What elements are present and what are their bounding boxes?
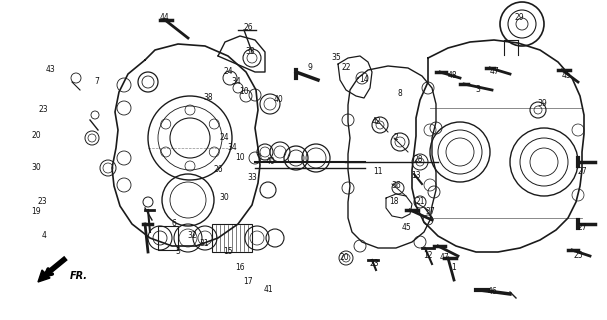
Text: 23: 23 — [37, 197, 47, 206]
Text: 45: 45 — [401, 223, 411, 233]
Text: 27: 27 — [577, 223, 587, 233]
Text: 5: 5 — [175, 247, 180, 257]
Text: 10: 10 — [239, 87, 249, 97]
Text: 4: 4 — [41, 231, 47, 241]
Text: 47: 47 — [439, 253, 449, 262]
Text: 36: 36 — [391, 181, 401, 190]
Text: 16: 16 — [235, 263, 245, 273]
Text: 30: 30 — [31, 164, 41, 172]
Text: 38: 38 — [203, 93, 213, 102]
Text: 28: 28 — [413, 156, 422, 164]
Text: 29: 29 — [514, 13, 524, 22]
Text: 48: 48 — [447, 71, 457, 81]
Text: 18: 18 — [389, 197, 399, 206]
Text: 19: 19 — [31, 207, 41, 217]
Text: 34: 34 — [231, 77, 241, 86]
Text: 23: 23 — [38, 106, 48, 115]
Text: 3: 3 — [475, 85, 480, 94]
Text: 40: 40 — [273, 95, 283, 105]
Text: 22: 22 — [341, 63, 351, 73]
Text: 40: 40 — [265, 157, 275, 166]
Text: 21: 21 — [415, 197, 425, 206]
Text: 47: 47 — [489, 68, 499, 76]
Text: 20: 20 — [339, 253, 349, 262]
Text: 33: 33 — [245, 47, 255, 57]
Text: 26: 26 — [243, 23, 253, 33]
Text: 30: 30 — [219, 194, 229, 203]
Bar — [158, 226, 178, 250]
Text: 8: 8 — [398, 90, 402, 99]
Polygon shape — [38, 270, 50, 282]
Text: 23: 23 — [369, 260, 379, 268]
Text: 42: 42 — [371, 117, 381, 126]
Text: 32: 32 — [187, 231, 197, 241]
Bar — [212, 224, 252, 252]
Text: 12: 12 — [423, 252, 433, 260]
Text: 25: 25 — [573, 252, 583, 260]
Text: 2: 2 — [393, 133, 398, 142]
Text: 37: 37 — [425, 207, 435, 217]
Text: 27: 27 — [577, 167, 587, 177]
Text: 6: 6 — [172, 220, 177, 228]
Text: 15: 15 — [223, 247, 233, 257]
Text: 33: 33 — [247, 173, 257, 182]
Text: 39: 39 — [537, 100, 547, 108]
Text: 14: 14 — [359, 76, 369, 84]
Text: 43: 43 — [45, 66, 55, 75]
Text: 24: 24 — [223, 68, 233, 76]
Text: 24: 24 — [219, 133, 229, 142]
Text: 1: 1 — [452, 263, 456, 273]
Text: 44: 44 — [160, 13, 170, 22]
Text: 41: 41 — [263, 285, 273, 294]
Text: 10: 10 — [235, 154, 245, 163]
Text: 35: 35 — [331, 53, 341, 62]
Text: 45: 45 — [562, 71, 572, 81]
Text: 7: 7 — [95, 77, 100, 86]
Text: 34: 34 — [227, 143, 237, 153]
Text: 9: 9 — [308, 63, 313, 73]
Text: FR.: FR. — [70, 271, 88, 281]
Text: 11: 11 — [373, 167, 383, 177]
Text: 20: 20 — [31, 132, 41, 140]
Text: 46: 46 — [487, 287, 497, 297]
Text: 13: 13 — [411, 172, 421, 180]
Text: 17: 17 — [243, 277, 253, 286]
Text: 31: 31 — [199, 239, 209, 249]
Text: 26: 26 — [213, 165, 223, 174]
